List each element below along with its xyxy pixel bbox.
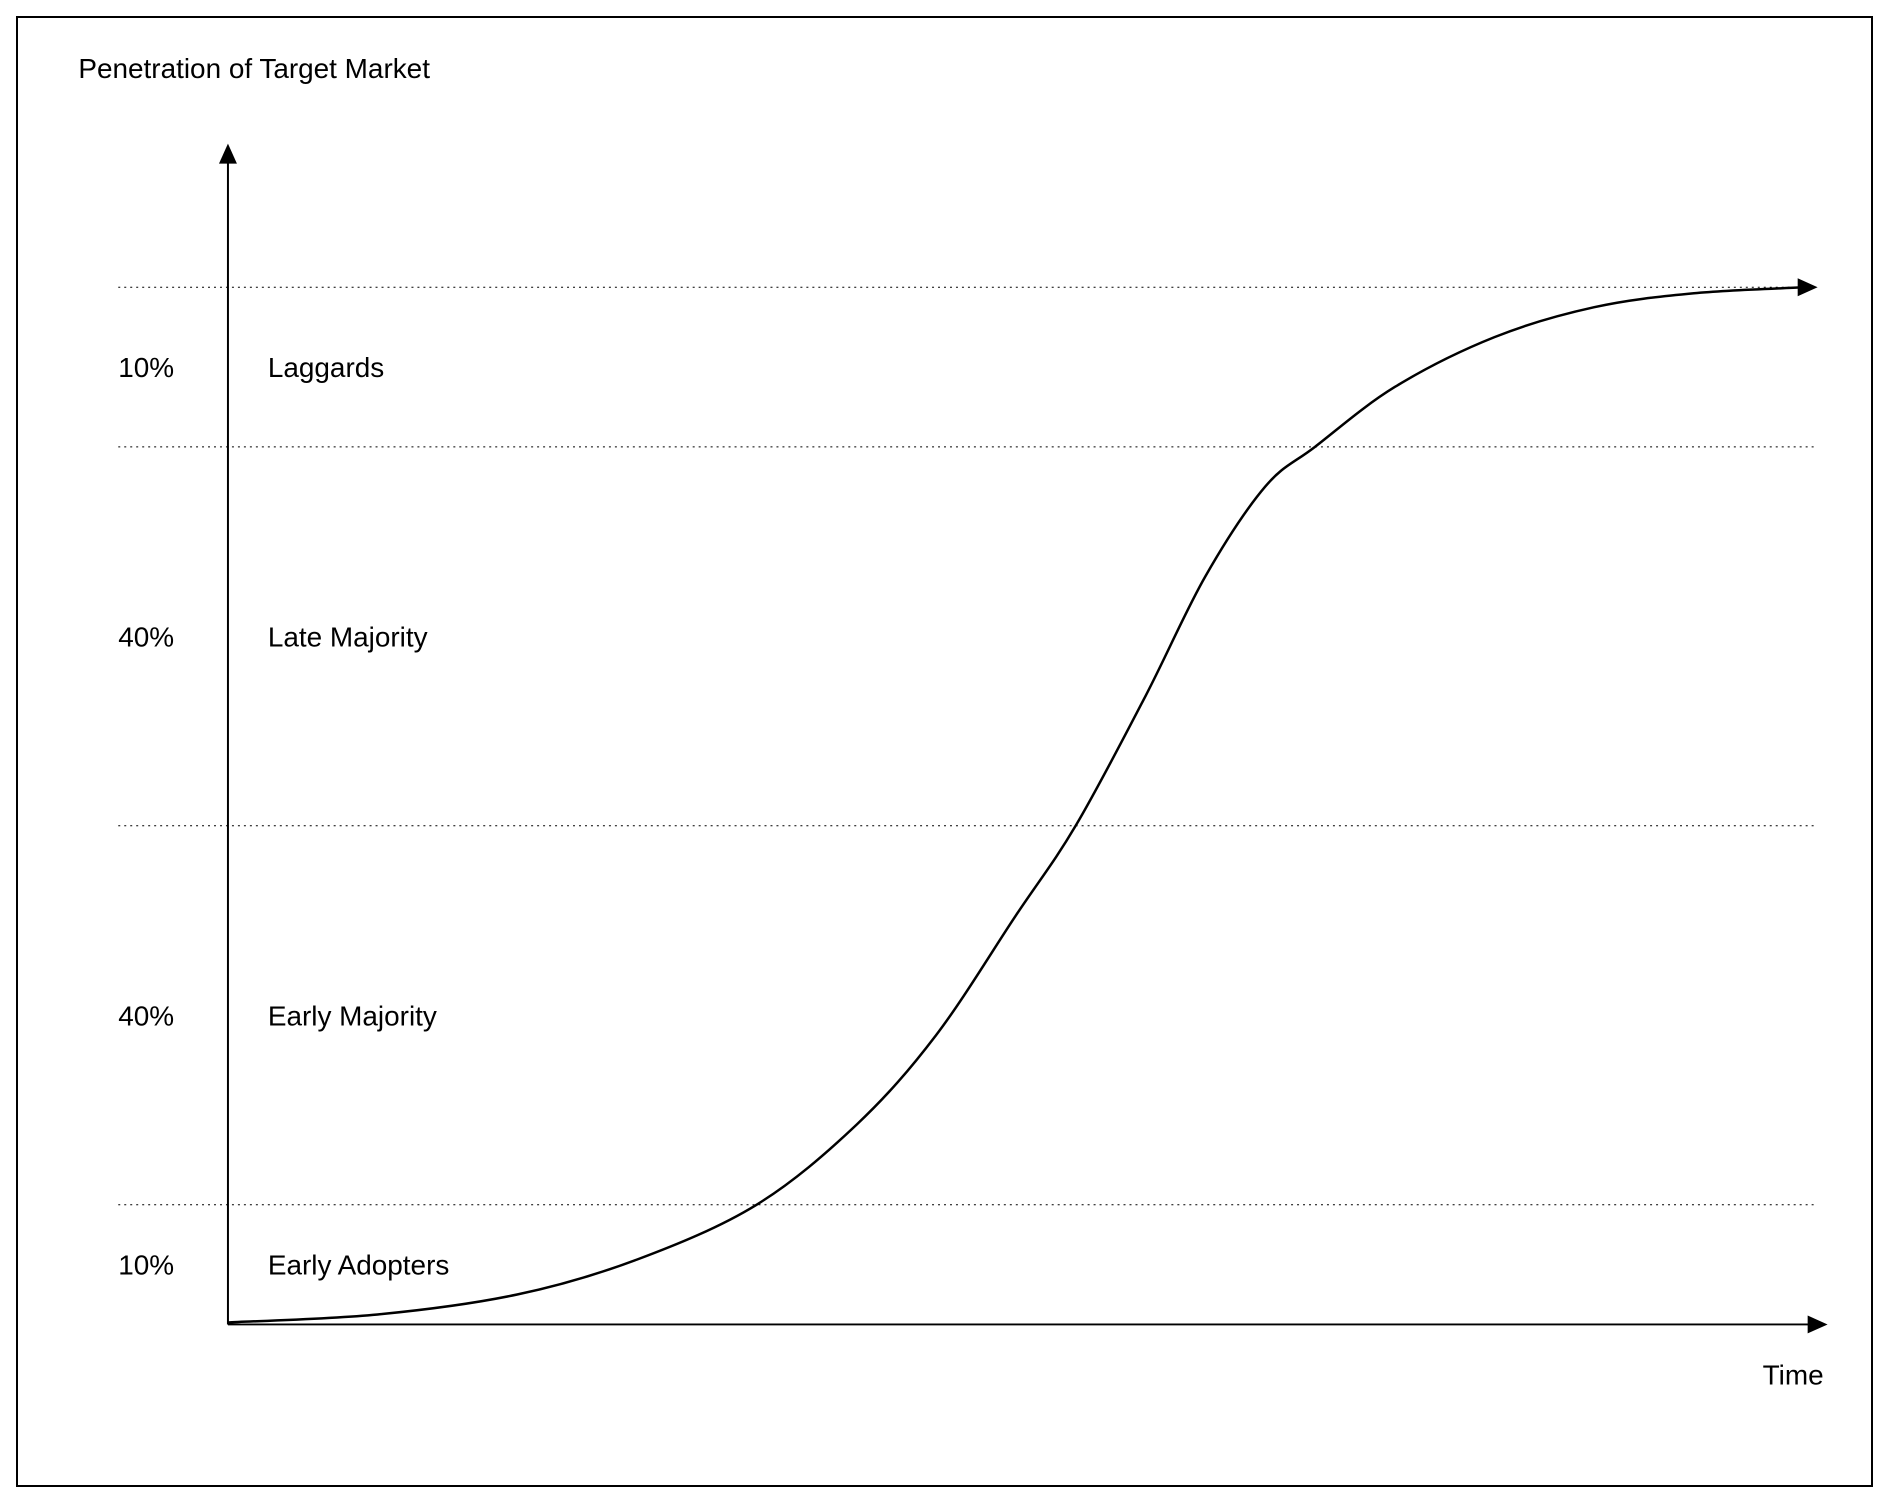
pct-label-early_adopters: 10%	[118, 1250, 174, 1281]
band-label-laggards: Laggards	[268, 352, 384, 383]
chart-title: Penetration of Target Market	[78, 53, 430, 84]
pct-label-laggards: 10%	[118, 352, 174, 383]
curve-arrowhead-icon	[1798, 278, 1818, 296]
y-axis-arrowhead-icon	[219, 144, 237, 164]
chart-frame: Penetration of Target Market Time 10% 40%…	[0, 0, 1889, 1503]
pct-label-early_majority: 40%	[118, 1000, 174, 1031]
band-label-early_adopters: Early Adopters	[268, 1250, 450, 1281]
chart-panel: Penetration of Target Market Time 10% 40%…	[16, 16, 1873, 1487]
pct-labels-group: 10% 40% 40% 10%	[118, 352, 174, 1281]
x-axis-arrowhead-icon	[1808, 1315, 1828, 1333]
x-axis-label: Time	[1763, 1359, 1824, 1390]
gridlines-group	[118, 287, 1813, 1204]
adoption-s-curve-chart: Penetration of Target Market Time 10% 40%…	[18, 18, 1871, 1485]
band-label-early_majority: Early Majority	[268, 1000, 437, 1031]
pct-label-late_majority: 40%	[118, 621, 174, 652]
s-curve	[228, 287, 1804, 1322]
band-labels-group: Early Adopters Early Majority Late Majorit…	[268, 352, 450, 1281]
band-label-late_majority: Late Majority	[268, 621, 428, 652]
